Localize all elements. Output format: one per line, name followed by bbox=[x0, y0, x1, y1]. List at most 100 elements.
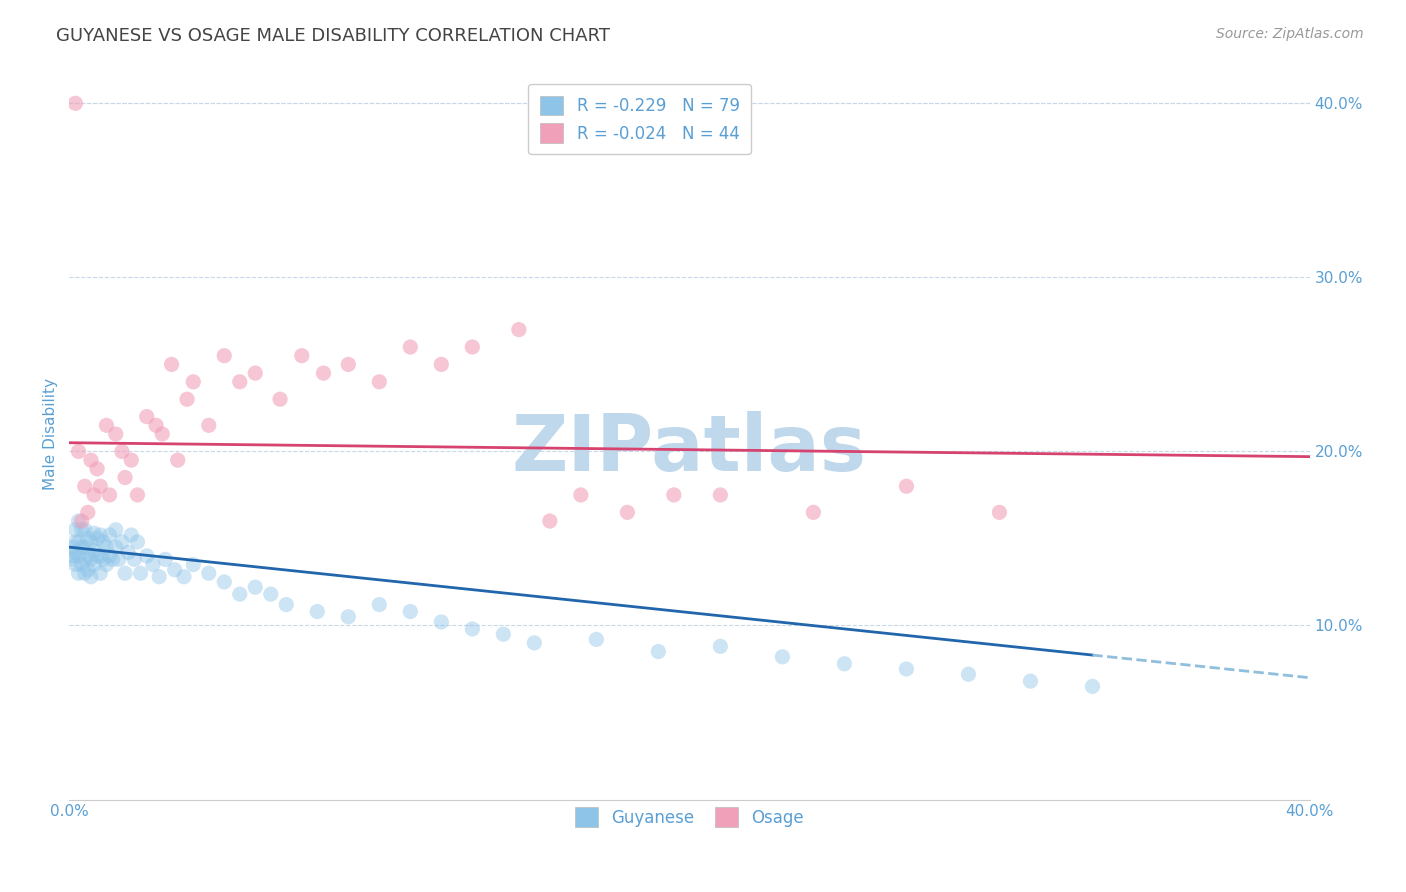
Point bbox=[430, 358, 453, 372]
Point bbox=[163, 563, 186, 577]
Point bbox=[89, 479, 111, 493]
Point bbox=[67, 444, 90, 458]
Point bbox=[229, 587, 252, 601]
Point bbox=[60, 549, 83, 563]
Point bbox=[73, 540, 96, 554]
Point bbox=[73, 566, 96, 581]
Point bbox=[523, 636, 546, 650]
Point bbox=[80, 453, 103, 467]
Point bbox=[245, 580, 267, 594]
Point bbox=[214, 349, 236, 363]
Point bbox=[80, 552, 103, 566]
Point bbox=[67, 549, 90, 563]
Point bbox=[430, 615, 453, 629]
Point bbox=[70, 558, 93, 572]
Point bbox=[108, 552, 131, 566]
Point bbox=[76, 563, 98, 577]
Point bbox=[662, 488, 685, 502]
Point bbox=[111, 444, 134, 458]
Point bbox=[197, 418, 219, 433]
Point bbox=[148, 570, 170, 584]
Point bbox=[91, 552, 114, 566]
Point bbox=[65, 96, 87, 111]
Point bbox=[127, 535, 149, 549]
Point bbox=[86, 549, 108, 563]
Point bbox=[104, 523, 127, 537]
Point bbox=[98, 488, 121, 502]
Text: Source: ZipAtlas.com: Source: ZipAtlas.com bbox=[1216, 27, 1364, 41]
Point bbox=[269, 392, 291, 407]
Point bbox=[114, 470, 136, 484]
Point bbox=[124, 552, 146, 566]
Point bbox=[368, 375, 391, 389]
Point bbox=[1081, 679, 1104, 693]
Point bbox=[160, 358, 183, 372]
Point bbox=[291, 349, 314, 363]
Point bbox=[89, 549, 111, 563]
Point bbox=[585, 632, 607, 647]
Point bbox=[76, 532, 98, 546]
Point bbox=[73, 479, 96, 493]
Point bbox=[834, 657, 856, 671]
Text: ZIPatlas: ZIPatlas bbox=[512, 410, 868, 487]
Point bbox=[197, 566, 219, 581]
Point bbox=[89, 566, 111, 581]
Point bbox=[83, 488, 105, 502]
Point bbox=[60, 540, 83, 554]
Point bbox=[98, 528, 121, 542]
Point bbox=[129, 566, 152, 581]
Point bbox=[111, 535, 134, 549]
Point bbox=[176, 392, 198, 407]
Point bbox=[86, 462, 108, 476]
Point bbox=[307, 605, 329, 619]
Point bbox=[337, 609, 360, 624]
Point bbox=[65, 545, 87, 559]
Point bbox=[83, 558, 105, 572]
Point bbox=[145, 418, 167, 433]
Point bbox=[67, 514, 90, 528]
Point bbox=[399, 605, 422, 619]
Point bbox=[83, 526, 105, 541]
Point bbox=[86, 532, 108, 546]
Point bbox=[616, 505, 638, 519]
Point bbox=[988, 505, 1011, 519]
Point bbox=[155, 552, 177, 566]
Point bbox=[83, 543, 105, 558]
Point bbox=[104, 540, 127, 554]
Point bbox=[229, 375, 252, 389]
Point bbox=[399, 340, 422, 354]
Point bbox=[70, 523, 93, 537]
Point bbox=[181, 558, 204, 572]
Point bbox=[73, 552, 96, 566]
Legend: Guyanese, Osage: Guyanese, Osage bbox=[567, 799, 813, 835]
Point bbox=[76, 549, 98, 563]
Point bbox=[120, 453, 142, 467]
Point bbox=[276, 598, 298, 612]
Point bbox=[70, 514, 93, 528]
Point bbox=[245, 366, 267, 380]
Point bbox=[896, 479, 918, 493]
Point bbox=[135, 409, 157, 424]
Point bbox=[538, 514, 561, 528]
Point bbox=[492, 627, 515, 641]
Point bbox=[312, 366, 335, 380]
Point bbox=[96, 540, 118, 554]
Point bbox=[80, 535, 103, 549]
Point bbox=[117, 545, 139, 559]
Point bbox=[80, 570, 103, 584]
Point bbox=[214, 574, 236, 589]
Point bbox=[127, 488, 149, 502]
Point bbox=[896, 662, 918, 676]
Point bbox=[101, 552, 124, 566]
Point bbox=[166, 453, 188, 467]
Point bbox=[508, 322, 530, 336]
Point bbox=[91, 535, 114, 549]
Point bbox=[709, 640, 731, 654]
Point bbox=[461, 340, 484, 354]
Point bbox=[67, 535, 90, 549]
Point bbox=[89, 528, 111, 542]
Point bbox=[709, 488, 731, 502]
Point bbox=[98, 549, 121, 563]
Point bbox=[120, 528, 142, 542]
Point bbox=[67, 566, 90, 581]
